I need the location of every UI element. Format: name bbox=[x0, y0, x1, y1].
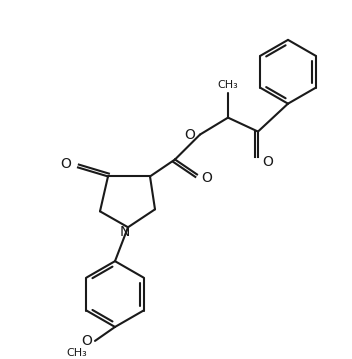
Text: CH₃: CH₃ bbox=[218, 80, 238, 90]
Text: O: O bbox=[61, 158, 71, 172]
Text: O: O bbox=[202, 172, 213, 186]
Text: N: N bbox=[120, 225, 130, 239]
Text: O: O bbox=[82, 334, 93, 348]
Text: O: O bbox=[184, 127, 195, 141]
Text: O: O bbox=[263, 155, 274, 169]
Text: CH₃: CH₃ bbox=[67, 348, 87, 358]
